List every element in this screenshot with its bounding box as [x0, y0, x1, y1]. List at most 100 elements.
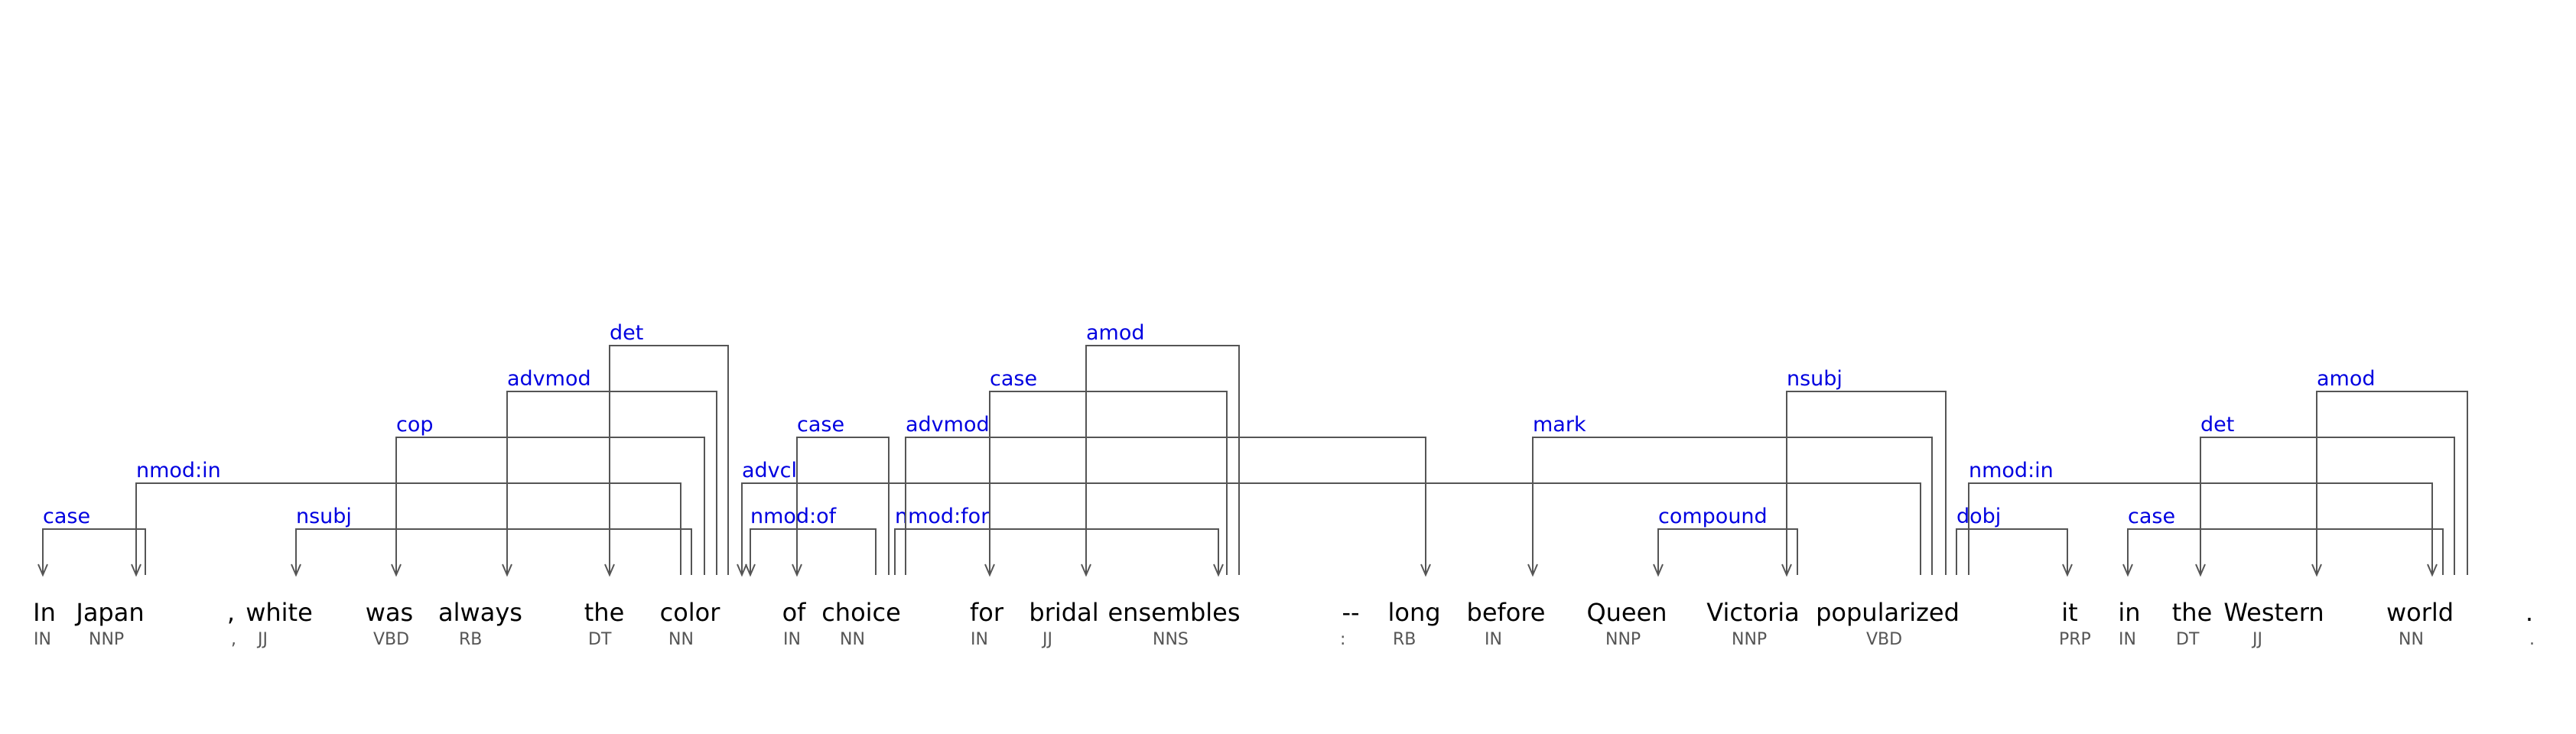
arc-label: case [2128, 505, 2175, 528]
arc-label: advmod [906, 413, 990, 437]
arc-line [796, 437, 890, 575]
dependency-arc: case [984, 367, 1228, 577]
pos-tag: JJ [2251, 630, 2262, 649]
dependency-arc: mark [1527, 413, 1933, 577]
arc-line [395, 437, 705, 575]
dependency-arc: nmod:in [1968, 459, 2438, 577]
dependency-arc: amod [1081, 321, 1240, 577]
arrow-head-icon [37, 563, 48, 577]
pos-tag: : [1340, 630, 1345, 649]
dependency-arc: det [604, 321, 729, 577]
pos-tag: RB [459, 630, 482, 649]
token-word: Japan [74, 598, 144, 627]
dependency-arc: amod [2311, 367, 2468, 577]
token-word: long [1387, 598, 1440, 627]
arc-line [609, 345, 729, 575]
pos-tag: NNS [1153, 630, 1189, 649]
arrow-head-icon [1420, 563, 1431, 577]
pos-tag: JJ [1041, 630, 1052, 649]
pos-tag: NN [2399, 630, 2424, 649]
pos-tag: IN [783, 630, 801, 649]
arc-label: det [2200, 413, 2234, 437]
arc-line [1532, 437, 1933, 575]
token-word: in [2118, 598, 2140, 627]
arc-line [2200, 437, 2455, 575]
token-word: before [1467, 598, 1546, 627]
arc-label: nsubj [1787, 367, 1843, 391]
arc-line [750, 528, 877, 575]
token-word: choice [821, 598, 901, 627]
arc-label: det [610, 321, 643, 345]
dependency-arc: nsubj [291, 505, 692, 577]
dependency-arc: nmod:for [894, 505, 1224, 577]
arc-label: nmod:of [750, 505, 838, 528]
arc-line [989, 391, 1228, 575]
token-word: color [660, 598, 721, 627]
dependency-arc: case [37, 505, 146, 577]
dependency-arc: dobj [1956, 505, 2073, 577]
pos-tag: JJ [256, 630, 268, 649]
arrow-head-icon [391, 563, 402, 577]
pos-tag: IN [34, 630, 51, 649]
arc-layer: case nmod:in nsubj cop advmod det case nmod:of a… [37, 321, 2468, 577]
arc-label: cop [396, 413, 434, 437]
arc-line [1786, 391, 1947, 575]
arrow-head-icon [1527, 563, 1538, 577]
arrow-head-icon [737, 563, 747, 577]
arrow-head-icon [2427, 563, 2438, 577]
arc-line [741, 482, 1921, 575]
pos-tag: NNP [89, 630, 124, 649]
token-word: for [970, 598, 1004, 627]
dependency-arc: nmod:of [745, 505, 877, 577]
pos-tag: VBD [1866, 630, 1902, 649]
pos-tag: IN [971, 630, 988, 649]
arrow-head-icon [984, 563, 995, 577]
arc-line [42, 528, 146, 575]
arc-label: nmod:in [136, 459, 221, 482]
token-word: Western [2223, 598, 2324, 627]
dependency-arc: det [2195, 413, 2455, 577]
arrow-head-icon [1081, 563, 1091, 577]
arrow-head-icon [1213, 563, 1224, 577]
pos-tag: IN [2119, 630, 2136, 649]
pos-tag: IN [1485, 630, 1502, 649]
arc-label: nmod:for [895, 505, 990, 528]
pos-tag: PRP [2059, 630, 2091, 649]
arc-label: compound [1658, 505, 1768, 528]
dependency-arc: nsubj [1781, 367, 1947, 577]
arc-line [1956, 528, 2068, 575]
arc-line [2127, 528, 2444, 575]
arc-line [905, 437, 1426, 575]
arc-label: mark [1533, 413, 1586, 437]
token-word: always [438, 598, 522, 627]
pos-tag: NN [668, 630, 694, 649]
arrow-head-icon [1653, 563, 1664, 577]
dependency-arc: case [792, 413, 890, 577]
pos-tag: NNP [1605, 630, 1641, 649]
arrow-head-icon [2195, 563, 2206, 577]
arc-label: nmod:in [1969, 459, 2054, 482]
token-word: the [2172, 598, 2213, 627]
token-word: was [366, 598, 413, 627]
arrow-head-icon [2311, 563, 2322, 577]
token-word: , [227, 598, 235, 627]
arrow-head-icon [792, 563, 802, 577]
arrow-head-icon [502, 563, 512, 577]
arc-label: dobj [1956, 505, 2001, 528]
token-word: popularized [1816, 598, 1960, 627]
token-word: world [2386, 598, 2454, 627]
arrow-head-icon [291, 563, 301, 577]
arc-line [506, 391, 717, 575]
token-word: ensembles [1107, 598, 1240, 627]
arc-label: amod [1086, 321, 1145, 345]
arrow-head-icon [2062, 563, 2073, 577]
dependency-arc: advcl [737, 459, 1921, 577]
token-word: the [584, 598, 625, 627]
arc-label: amod [2317, 367, 2376, 391]
arrow-head-icon [745, 563, 756, 577]
arc-line [295, 528, 692, 575]
arc-line [1085, 345, 1240, 575]
arc-label: case [797, 413, 844, 437]
arrow-head-icon [2122, 563, 2133, 577]
